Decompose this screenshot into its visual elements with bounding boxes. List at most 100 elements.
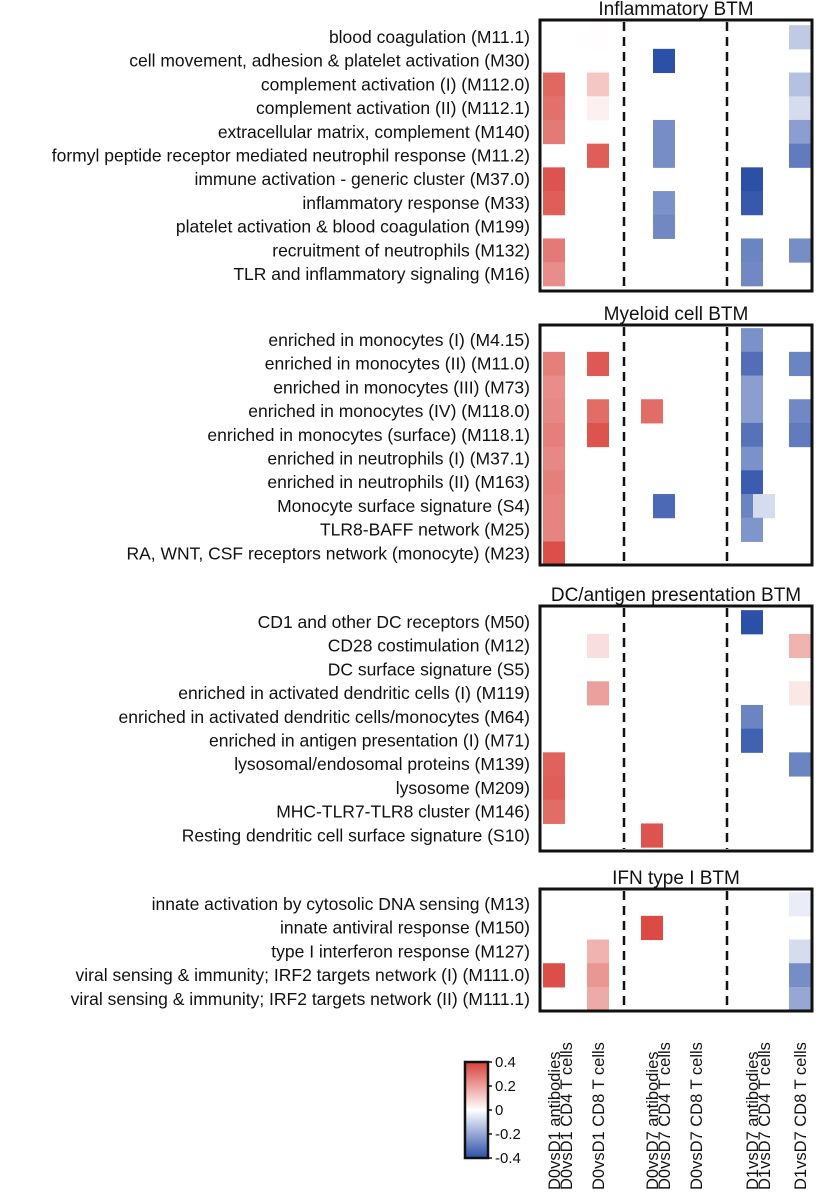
heatmap-cell [653,494,675,519]
panel-frame [538,18,814,293]
heatmap-cell [741,517,763,542]
heatmap-cell [543,262,565,287]
row-label: recruitment of neutrophils (M132) [272,240,530,260]
heatmap-cell [653,191,675,216]
heatmap-cell [587,72,609,97]
row-label: viral sensing & immunity; IRF2 targets n… [71,989,530,1009]
row-label: lysosomal/endosomal proteins (M139) [234,754,530,774]
heatmap-cell [653,119,675,145]
heatmap-cell [587,939,609,964]
panel-title: IFN type I BTM [612,868,740,889]
heatmap-cell [789,986,811,1012]
panel-2: Myeloid cell BTM enriched in monocytes (I… [126,304,814,567]
column-label: D0vsD7 CD8 T cells [688,1042,706,1190]
row-label: enriched in activated dendritic cells (I… [178,683,530,703]
row-label: DC surface signature (S5) [328,659,530,679]
row-label: immune activation - generic cluster (M37… [194,169,530,189]
heatmap-cell [741,446,763,471]
heatmap-cell [653,214,675,239]
heatmap-cell [543,375,565,400]
heatmap-cell [543,517,565,542]
row-label: CD1 and other DC receptors (M50) [258,612,530,632]
heatmap-cell [587,681,609,706]
column-label: D0vsD7 CD4 T cells [656,1042,674,1190]
heatmap-cell [741,351,763,377]
heatmap-cell [789,892,811,917]
heatmap-cell [543,238,565,263]
row-label: inflammatory response (M33) [302,193,530,213]
heatmap-cell [587,25,609,50]
column-label: D0vsD1 CD4 T cells [558,1042,576,1190]
heatmap-cell [753,494,775,519]
heatmap-cell [789,399,811,424]
heatmap-cell [641,915,663,941]
heatmap-cell [543,963,565,988]
row-label: enriched in neutrophils (II) (M163) [267,472,530,492]
heatmap-cell [653,48,675,74]
colorbar-tick-label: 0.4 [495,1054,516,1071]
panel-title: Myeloid cell BTM [604,304,749,325]
heatmap-cell [543,351,565,377]
heatmap-cell [789,143,811,168]
heatmap-cell [741,167,763,192]
heatmap-cell [741,704,763,730]
column-label: D1vsD7 antibodies [744,1052,762,1191]
heatmap-cell [789,422,811,448]
heatmap-cell [543,799,565,824]
row-label: RA, WNT, CSF receptors network (monocyte… [126,543,530,563]
row-label: lysosome (M209) [396,778,530,798]
heatmap-cell [543,446,565,471]
panel-1: Inflammatory BTM blood coagulation (M11.1… [52,0,814,293]
panel-3: DC/antigen presentation BTM CD1 and other… [119,585,814,853]
row-label: formyl peptide receptor mediated neutrop… [52,146,530,166]
heatmap-cell [543,399,565,424]
heatmap-cell [741,328,763,353]
row-label: TLR8-BAFF network (M25) [320,520,530,540]
heatmap-cell [789,72,811,97]
row-label: cell movement, adhesion & platelet activ… [129,51,530,71]
heatmap-panels: Inflammatory BTM blood coagulation (M11.1… [52,0,814,1013]
row-label: enriched in neutrophils (I) (M37.1) [267,449,530,469]
heatmap-cell [587,399,609,424]
row-label: complement activation (I) (M112.0) [261,74,530,94]
heatmap-cell [789,963,811,988]
heatmap-cell [543,167,565,192]
heatmap-cell [741,422,763,448]
row-label: enriched in monocytes (I) (M4.15) [268,330,530,350]
heatmap-cell [587,963,609,988]
heatmap-cell [543,776,565,801]
heatmap-cell [741,375,763,400]
row-label: enriched in antigen presentation (I) (M7… [209,731,530,751]
heatmap-cell [741,238,763,263]
heatmap-cell [789,119,811,145]
heatmap-cell [641,399,663,424]
colorbar-tick-label: -0.2 [495,1126,521,1143]
heatmap-cell [789,238,811,263]
row-label: blood coagulation (M11.1) [329,27,530,47]
heatmap-cell [543,494,565,519]
heatmap-cell [789,681,811,706]
heatmap-cell [789,351,811,377]
heatmap-cell [543,752,565,777]
row-label: enriched in monocytes (surface) (M118.1) [207,425,530,445]
panel-frame [538,604,814,853]
heatmap-cell [543,119,565,145]
panel-frame [538,887,814,1013]
panel-4: IFN type I BTM innate activation by cytos… [71,868,814,1013]
heatmap-cell [789,633,811,659]
column-label: D0vsD7 antibodies [644,1052,662,1191]
row-label: enriched in monocytes (IV) (M118.0) [248,401,530,421]
heatmap-cell [741,470,763,495]
row-label: enriched in monocytes (III) (M73) [273,377,530,397]
row-label: MHC-TLR7-TLR8 cluster (M146) [276,802,530,822]
row-label: innate antiviral response (M150) [280,918,530,938]
heatmap-cell [789,939,811,964]
heatmap-cell [587,96,609,121]
heatmap-cell [543,191,565,216]
heatmap-cell [587,143,609,168]
column-label: D0vsD1 antibodies [546,1052,564,1191]
column-label: D0vsD1 CD8 T cells [590,1042,608,1190]
row-label: TLR and inflammatory signaling (M16) [233,264,530,284]
row-label: Monocyte surface signature (S4) [277,496,530,516]
